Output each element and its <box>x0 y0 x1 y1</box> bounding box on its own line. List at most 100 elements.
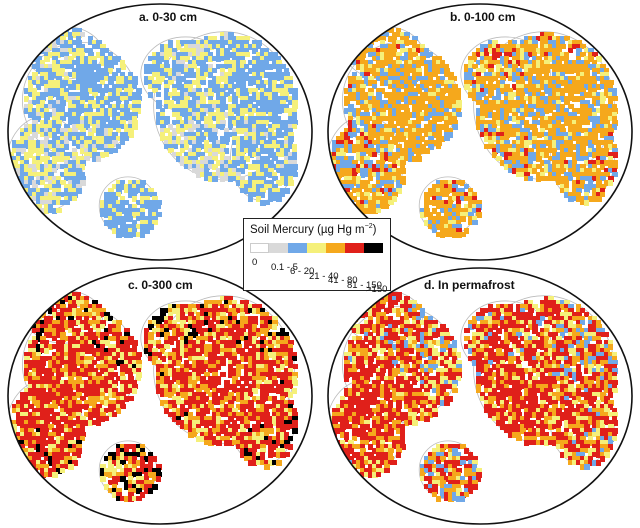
mercury-cell <box>44 120 49 126</box>
mercury-cell <box>220 324 225 329</box>
mercury-cell <box>80 364 85 369</box>
mercury-cell <box>436 220 441 225</box>
mercury-cell <box>240 36 245 41</box>
mercury-cell <box>512 144 518 150</box>
mercury-cell <box>388 196 394 202</box>
mercury-cell <box>112 204 118 210</box>
mercury-cell <box>372 32 377 38</box>
mercury-cell <box>160 136 166 141</box>
mercury-cell <box>440 96 446 101</box>
mercury-cell <box>564 192 569 198</box>
mercury-cell <box>448 232 453 237</box>
mercury-cell <box>512 116 517 122</box>
mercury-cell <box>104 140 109 145</box>
mercury-cell <box>44 340 49 345</box>
mercury-cell <box>500 116 505 122</box>
mercury-cell <box>524 88 530 94</box>
mercury-cell <box>196 336 202 341</box>
mercury-cell <box>240 156 245 161</box>
mercury-cell <box>432 88 438 93</box>
mercury-cell <box>192 116 197 121</box>
mercury-cell <box>252 336 257 341</box>
mercury-cell <box>164 84 170 89</box>
mercury-cell <box>352 160 358 165</box>
mercury-cell <box>196 88 202 94</box>
mercury-cell <box>584 200 589 206</box>
mercury-cell <box>448 196 454 202</box>
mercury-cell <box>272 192 277 198</box>
mercury-cell <box>612 88 617 93</box>
mercury-cell <box>152 208 158 213</box>
mercury-cell <box>292 104 298 109</box>
mercury-cell <box>152 352 157 357</box>
mercury-cell <box>472 56 477 62</box>
mercury-cell <box>504 104 510 109</box>
mercury-cell <box>88 108 93 114</box>
mercury-cell <box>56 120 62 126</box>
mercury-cell <box>576 120 582 126</box>
mercury-cell <box>28 92 34 97</box>
map-a <box>7 3 313 261</box>
mercury-cell <box>68 72 73 77</box>
mercury-cell <box>408 40 414 45</box>
mercury-cell <box>440 64 446 70</box>
mercury-cell <box>56 208 62 213</box>
mercury-cell <box>380 136 386 141</box>
mercury-cell <box>576 52 581 57</box>
mercury-cell <box>68 344 74 349</box>
mercury-cell <box>560 116 565 122</box>
mercury-cell <box>184 56 190 62</box>
mercury-cell <box>76 76 81 81</box>
mercury-cell <box>544 168 550 173</box>
mercury-cell <box>32 108 38 114</box>
mercury-cell <box>180 96 185 101</box>
mercury-cell <box>512 44 518 49</box>
mercury-cell <box>52 40 58 45</box>
mercury-cell <box>276 356 282 361</box>
mercury-cell <box>24 128 29 134</box>
mercury-cell <box>400 180 406 185</box>
mercury-cell <box>92 144 98 150</box>
mercury-cell <box>180 68 186 74</box>
mercury-cell <box>488 132 494 138</box>
mercury-cell <box>448 112 454 117</box>
mercury-cell <box>392 72 397 78</box>
mercury-cell <box>260 316 266 322</box>
mercury-cell <box>56 52 61 58</box>
mercury-cell <box>508 148 513 154</box>
mercury-cell <box>400 136 406 142</box>
mercury-cell <box>48 320 53 326</box>
mercury-cell <box>440 88 446 94</box>
mercury-cell <box>92 84 98 89</box>
mercury-cell <box>228 160 233 166</box>
mercury-cell <box>256 136 262 141</box>
mercury-cell <box>180 120 186 125</box>
mercury-cell <box>584 192 589 197</box>
mercury-cell <box>248 368 254 374</box>
mercury-cell <box>112 332 118 338</box>
mercury-cell <box>180 312 185 318</box>
mercury-cell <box>412 128 418 133</box>
mercury-cell <box>116 204 122 209</box>
mercury-cell <box>208 336 213 342</box>
mercury-cell <box>292 112 297 118</box>
mercury-cell <box>204 104 209 109</box>
mercury-cell <box>488 140 494 146</box>
mercury-cell <box>260 156 265 161</box>
mercury-cell <box>276 332 281 338</box>
mercury-cell <box>56 72 62 78</box>
mercury-cell <box>604 144 610 149</box>
mercury-cell <box>392 84 398 90</box>
mercury-cell <box>20 180 26 186</box>
mercury-cell <box>288 368 293 374</box>
mercury-cell <box>380 168 386 173</box>
mercury-cell <box>348 92 353 98</box>
mercury-cell <box>256 120 262 125</box>
mercury-cell <box>76 132 82 138</box>
mercury-cell <box>216 316 221 322</box>
mercury-cell <box>572 76 577 82</box>
mercury-cell <box>208 356 213 361</box>
mercury-cell <box>260 168 265 173</box>
mercury-cell <box>456 208 461 213</box>
mercury-cell <box>224 92 230 97</box>
